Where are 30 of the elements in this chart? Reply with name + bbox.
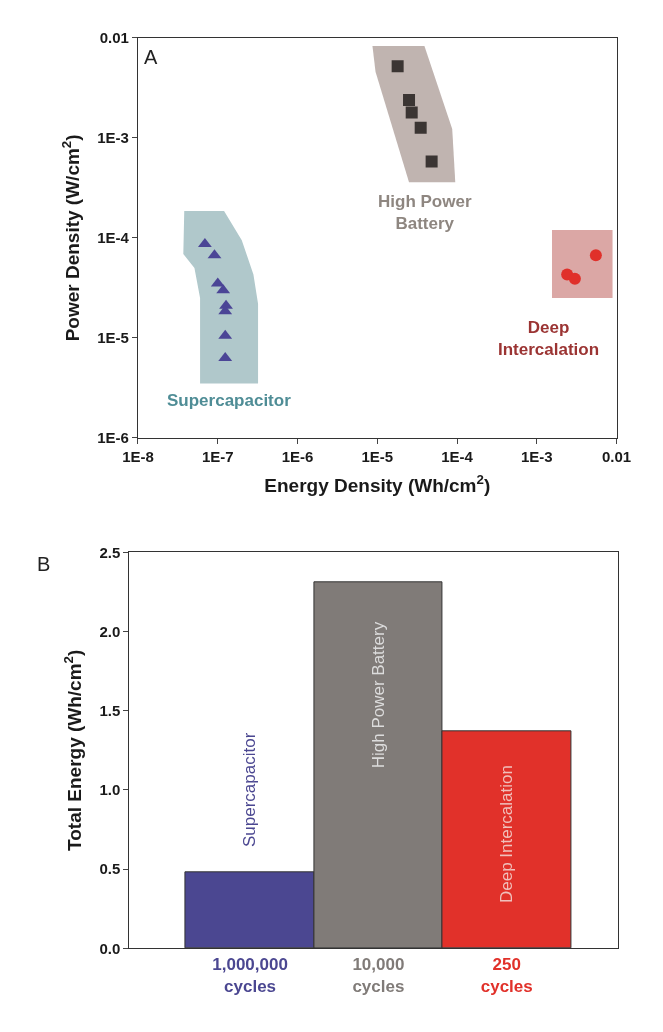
y-tick-label: 1E-3 xyxy=(97,129,129,147)
y-tick-label: 1.5 xyxy=(99,701,121,719)
annotation: Deep Intercalation xyxy=(497,765,517,904)
annotation: High Power Battery xyxy=(378,192,472,234)
x-tick-label: 1E-8 xyxy=(122,448,154,466)
y-tick-label: 2.0 xyxy=(99,622,121,640)
x-tick-label: 1E-6 xyxy=(281,448,314,466)
annotation: High Power Battery xyxy=(368,621,388,769)
x-tick-label: 1E-5 xyxy=(361,448,394,466)
y-tick-label: 2.5 xyxy=(99,543,121,561)
y-tick-label: 1.0 xyxy=(99,781,121,799)
y-tick-label: 0.5 xyxy=(99,860,121,878)
y-tick-label: 1E-5 xyxy=(97,329,129,347)
x-tick-label: 0.01 xyxy=(601,448,632,466)
y-tick-label: 1E-6 xyxy=(97,429,129,447)
annotation: Supercapacitor xyxy=(167,391,292,410)
x-tick-label: 10,000 cycles xyxy=(352,954,405,996)
annotation: A xyxy=(144,46,158,68)
x-axis-title: Energy Density (Wh/cm$^{2}$) xyxy=(264,471,491,496)
y-tick-label: 1E-4 xyxy=(97,229,130,247)
text: B xyxy=(37,553,51,575)
x-tick-label: 1,000,000 cycles xyxy=(212,954,288,996)
x-tick-label: 1E-7 xyxy=(201,448,234,466)
annotation: Supercapacitor xyxy=(240,732,260,847)
y-tick-label: 0.0 xyxy=(99,939,121,957)
x-tick-label: 250 cycles xyxy=(480,954,533,996)
x-tick-label: 1E-4 xyxy=(441,448,474,466)
annotation: Deep Intercalation xyxy=(498,318,600,360)
y-tick-label: 0.01 xyxy=(99,29,129,47)
x-tick-label: 1E-3 xyxy=(520,448,553,466)
